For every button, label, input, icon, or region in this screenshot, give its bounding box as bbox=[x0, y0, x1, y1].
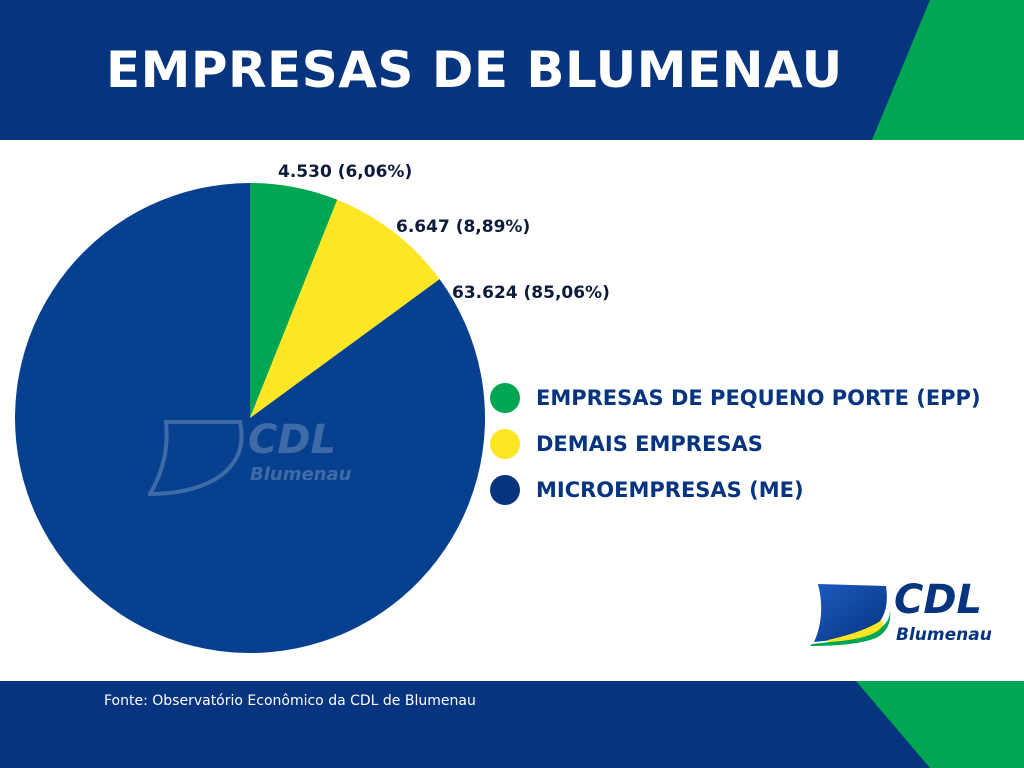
header-green-accent bbox=[872, 0, 1024, 140]
cdl-emblem-icon bbox=[810, 584, 891, 646]
header-band bbox=[0, 0, 1024, 140]
watermark-logo: CDL Blumenau bbox=[148, 417, 368, 496]
legend-label-demais: DEMAIS EMPRESAS bbox=[536, 432, 763, 456]
logo-city-text: Blumenau bbox=[896, 625, 992, 645]
legend-label-epp: EMPRESAS DE PEQUENO PORTE (EPP) bbox=[536, 386, 981, 410]
footer-green-accent bbox=[856, 681, 1024, 768]
data-label-me: 63.624 (85,06%) bbox=[452, 283, 610, 303]
pie-slice-demais bbox=[250, 199, 440, 418]
legend-swatch-me bbox=[490, 475, 520, 505]
watermark-city-text: Blumenau bbox=[250, 464, 352, 485]
data-label-epp: 4.530 (6,06%) bbox=[278, 162, 413, 182]
legend-swatch-demais bbox=[490, 429, 520, 459]
footer-band bbox=[0, 681, 1024, 768]
legend-item-me: MICROEMPRESAS (ME) bbox=[490, 467, 981, 513]
pie-chart bbox=[15, 183, 486, 654]
source-note: Fonte: Observatório Econômico da CDL de … bbox=[104, 693, 476, 709]
watermark-emblem-icon bbox=[148, 420, 244, 496]
data-label-demais: 6.647 (8,89%) bbox=[396, 217, 531, 237]
cdl-logo: CDL Blumenau bbox=[806, 577, 1006, 652]
pie-slice-me bbox=[15, 183, 486, 654]
legend-item-epp: EMPRESAS DE PEQUENO PORTE (EPP) bbox=[490, 375, 981, 421]
legend-label-me: MICROEMPRESAS (ME) bbox=[536, 478, 804, 502]
pie-slice-epp bbox=[250, 183, 338, 418]
logo-cdl-text: CDL bbox=[894, 577, 983, 623]
page-title: EMPRESAS DE BLUMENAU bbox=[106, 41, 843, 99]
watermark-cdl-text: CDL bbox=[248, 417, 337, 463]
legend-item-demais: DEMAIS EMPRESAS bbox=[490, 421, 981, 467]
legend: EMPRESAS DE PEQUENO PORTE (EPP) DEMAIS E… bbox=[490, 375, 981, 513]
legend-swatch-epp bbox=[490, 383, 520, 413]
